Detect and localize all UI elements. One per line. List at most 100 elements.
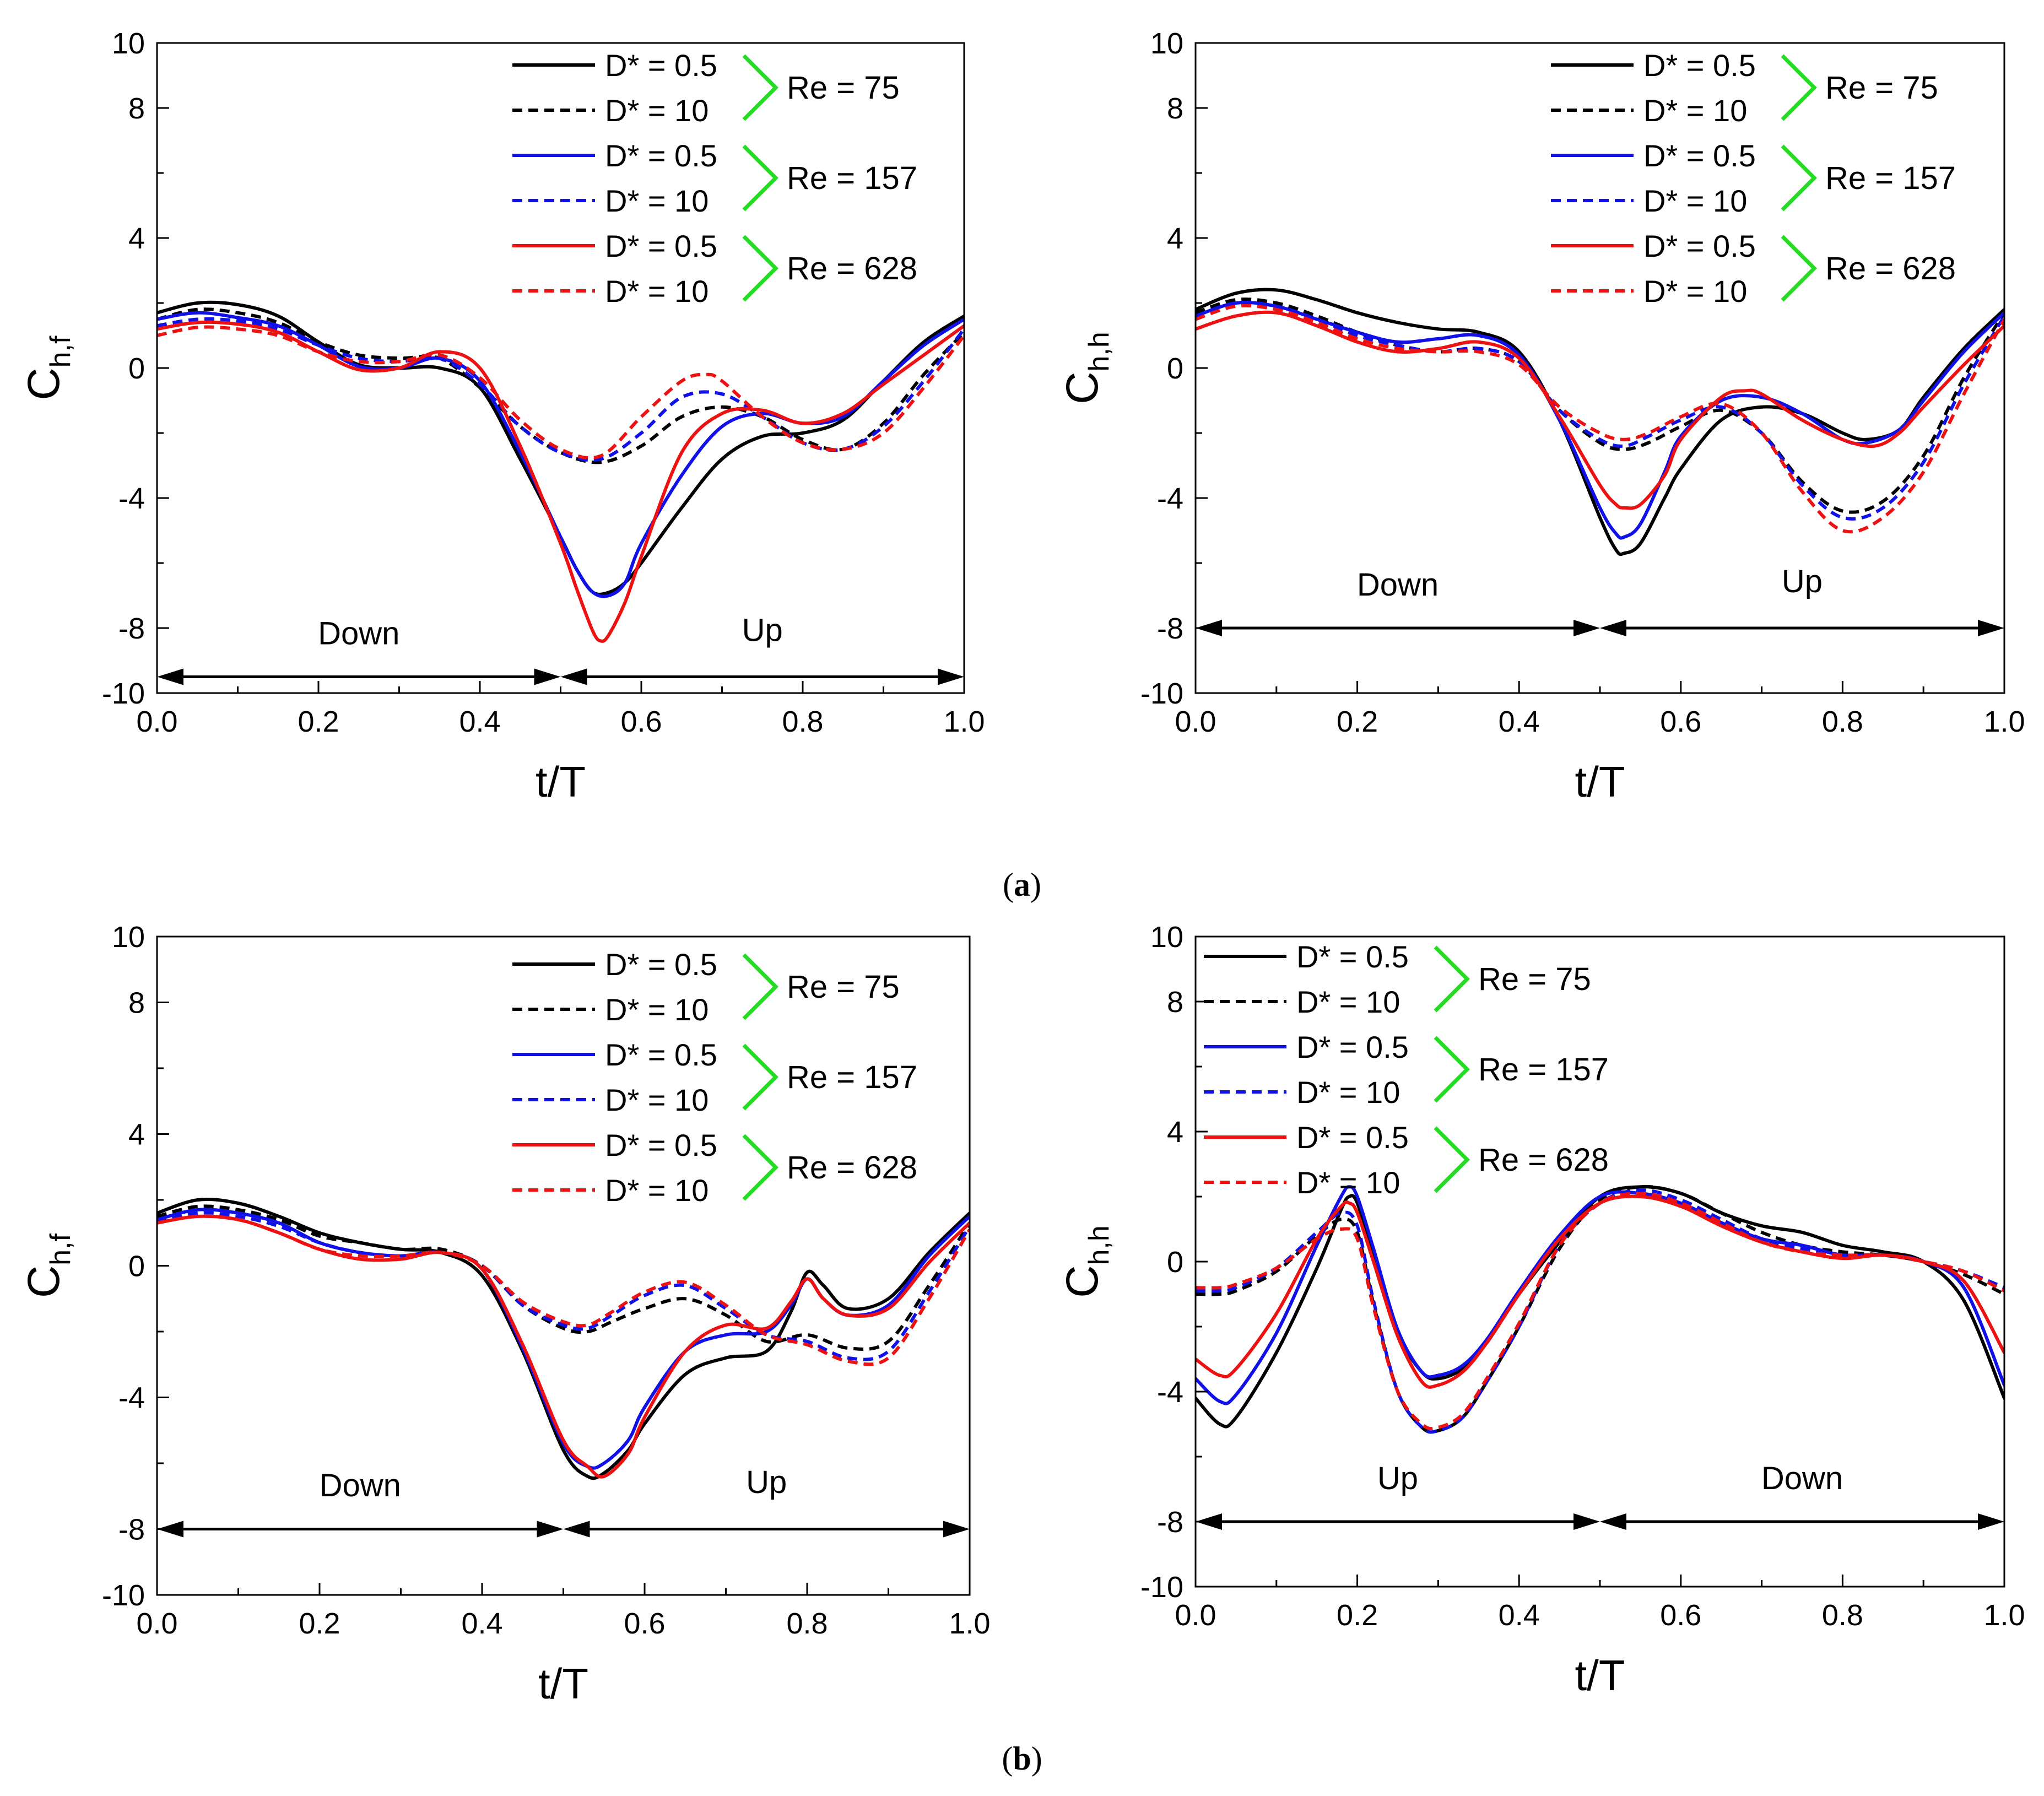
y-tick-label: 10 xyxy=(1150,921,1183,954)
legend-entry-label: D* = 10 xyxy=(1296,1165,1400,1200)
y-tick-label: 10 xyxy=(112,921,145,954)
phase-label: Down xyxy=(318,616,399,652)
legend: D* = 0.5 D* = 10 D* = 0.5 D* = 10 D* = 0.5 D*… xyxy=(1204,939,1609,1200)
phase-label: Down xyxy=(1761,1460,1843,1496)
y-axis-label: Ch,h xyxy=(1057,332,1115,404)
legend-group-bracket xyxy=(742,54,778,121)
y-tick-label: -8 xyxy=(1157,612,1183,645)
phase-arrowhead-right xyxy=(943,1521,970,1538)
series-group xyxy=(157,300,964,643)
series-line-red-solid xyxy=(1196,1194,2004,1389)
legend-group-label: Re = 628 xyxy=(1478,1142,1609,1178)
x-tick-label: 0.8 xyxy=(786,1607,828,1640)
y-tick-label: 8 xyxy=(1167,986,1183,1019)
y-tick-label: 4 xyxy=(128,1118,145,1151)
legend: D* = 0.5 D* = 10 D* = 0.5 D* = 10 D* = 0.5 D*… xyxy=(512,48,917,309)
x-tick-label: 0.2 xyxy=(298,705,339,738)
phase-arrowhead-right xyxy=(537,1521,564,1538)
y-axis-label: Ch,f xyxy=(19,1233,77,1298)
y-tick-label: -4 xyxy=(1157,482,1183,515)
phase-arrowhead-right xyxy=(1978,620,2004,636)
legend-entry-label: D* = 10 xyxy=(605,1173,709,1208)
y-axis-label-main: C xyxy=(1057,372,1107,404)
legend-entry-label: D* = 0.5 xyxy=(605,1128,717,1162)
series-line-black-dashed xyxy=(1196,297,2004,514)
y-tick-label: 8 xyxy=(128,987,145,1020)
series-line-black-solid xyxy=(1196,1185,2004,1429)
legend-entry-label: D* = 10 xyxy=(1296,984,1400,1019)
legend-group-label: Re = 628 xyxy=(787,1150,917,1186)
legend-group-bracket xyxy=(1781,235,1817,302)
y-tick-label: 0 xyxy=(1167,1246,1183,1279)
phase-arrowhead-right xyxy=(1978,1513,2004,1530)
x-tick-label: 0.6 xyxy=(1660,705,1701,738)
y-tick-label: -4 xyxy=(118,1382,145,1415)
x-tick-label: 0.8 xyxy=(1822,705,1863,738)
phase-label: Down xyxy=(1357,567,1439,603)
series-line-black-dashed xyxy=(1196,1184,2004,1434)
series-line-red-solid xyxy=(157,320,964,643)
series-group xyxy=(157,1197,970,1480)
series-line-blue-solid xyxy=(1196,1185,2004,1405)
plot-frame xyxy=(156,935,971,1596)
phase-arrowhead-left xyxy=(1600,1513,1626,1530)
y-tick-label: -4 xyxy=(1157,1376,1183,1409)
series-line-blue-dashed xyxy=(1196,300,2004,521)
x-axis-label: t/T xyxy=(538,1659,588,1708)
x-axis-label: t/T xyxy=(536,758,586,806)
y-tick-label: -8 xyxy=(1157,1506,1183,1539)
x-tick-label: 0.4 xyxy=(1499,1599,1540,1632)
series-group xyxy=(1196,1184,2004,1434)
phase-arrowhead-right xyxy=(1573,620,1600,636)
legend: D* = 0.5 D* = 10 D* = 0.5 D* = 10 D* = 0.5 D*… xyxy=(1551,48,1956,309)
x-tick-label: 0.6 xyxy=(620,705,662,738)
x-axis-label: t/T xyxy=(1575,758,1625,806)
legend-group-label: Re = 157 xyxy=(1825,160,1956,196)
legend-entry-label: D* = 10 xyxy=(605,992,709,1027)
x-tick-label: 0.2 xyxy=(299,1607,340,1640)
y-tick-label: -10 xyxy=(102,677,145,710)
plot-frame xyxy=(156,42,965,694)
y-tick-label: 0 xyxy=(128,1250,145,1283)
x-tick-label: 0.0 xyxy=(136,705,177,738)
legend-group-bracket xyxy=(1781,54,1817,121)
series-line-blue-solid xyxy=(157,311,964,598)
series-line-red-dashed xyxy=(1196,1192,2004,1431)
legend-entry-label: D* = 0.5 xyxy=(605,1037,717,1072)
legend-entry-label: D* = 10 xyxy=(1296,1075,1400,1110)
legend-entry-label: D* = 0.5 xyxy=(605,229,717,263)
legend-group-bracket xyxy=(742,1043,778,1111)
legend-entry-label: D* = 10 xyxy=(605,93,709,128)
series-line-red-dashed xyxy=(157,325,964,460)
series-line-black-dashed xyxy=(157,1204,970,1351)
legend-entry-label: D* = 0.5 xyxy=(1643,138,1756,173)
y-tick-label: -10 xyxy=(1140,677,1183,710)
legend-entry-label: D* = 10 xyxy=(1643,274,1747,309)
y-axis-label: Ch,f xyxy=(19,336,77,401)
legend-group-bracket xyxy=(1434,1126,1470,1193)
legend-group-label: Re = 157 xyxy=(1478,1052,1609,1088)
phase-arrowhead-left xyxy=(560,668,587,685)
y-tick-label: 8 xyxy=(1167,92,1183,125)
phase-arrowhead-left xyxy=(157,668,183,685)
series-line-red-solid xyxy=(157,1214,970,1479)
legend-group-label: Re = 75 xyxy=(1478,961,1591,997)
y-axis-label-sub: h,f xyxy=(45,1233,77,1265)
x-tick-label: 0.8 xyxy=(782,705,823,738)
legend-group-bracket xyxy=(1434,1036,1470,1103)
legend-group-bracket xyxy=(742,235,778,302)
legend-group-label: Re = 75 xyxy=(787,70,900,106)
legend-entry-label: D* = 0.5 xyxy=(605,947,717,982)
x-tick-label: 1.0 xyxy=(1983,705,2025,738)
x-tick-label: 0.4 xyxy=(461,1607,502,1640)
x-axis-label: t/T xyxy=(1575,1651,1625,1700)
legend-entry-label: D* = 0.5 xyxy=(605,48,717,83)
chart-a-left: 0.0 0.2 0.4 0.6 0.8 1.0 10 8 4 0 -4 -8 -10 t/T Ch,f Dow… xyxy=(19,27,985,806)
y-tick-label: -10 xyxy=(1140,1571,1183,1604)
legend-group-label: Re = 157 xyxy=(787,1059,917,1095)
phase-label: Up xyxy=(746,1464,787,1500)
legend-group-bracket xyxy=(742,1134,778,1201)
legend-group-bracket xyxy=(1434,945,1470,1013)
legend-entry-label: D* = 0.5 xyxy=(1643,229,1756,263)
